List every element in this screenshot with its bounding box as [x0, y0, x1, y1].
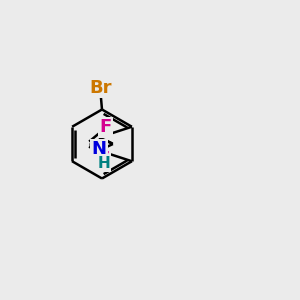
Text: N: N	[92, 140, 106, 158]
Text: F: F	[98, 150, 110, 168]
Text: F: F	[99, 118, 112, 136]
Text: H: H	[97, 156, 110, 171]
Text: Br: Br	[89, 79, 112, 97]
